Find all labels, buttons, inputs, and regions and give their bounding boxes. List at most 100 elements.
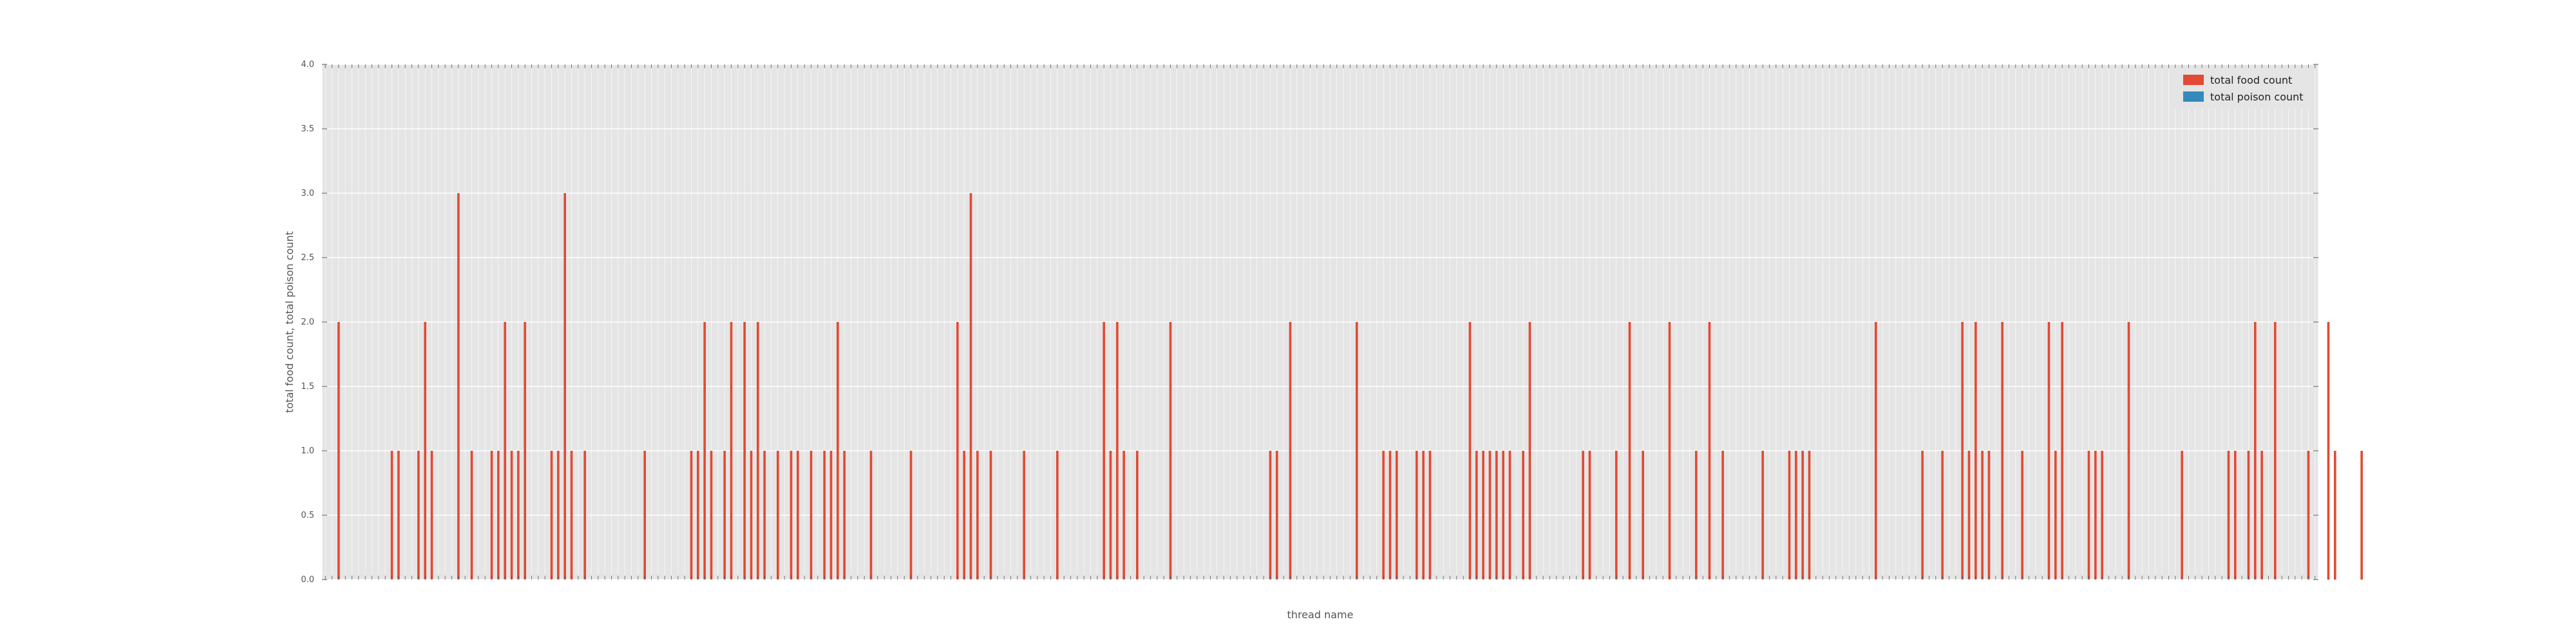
bar-food-count bbox=[1508, 451, 1511, 580]
legend-swatch-food bbox=[2183, 75, 2204, 85]
bar-food-count bbox=[963, 451, 965, 580]
bar-food-count bbox=[1588, 451, 1591, 580]
bar-food-count bbox=[1987, 451, 1991, 580]
bar-food-count bbox=[1695, 451, 1698, 580]
legend-label-poison: total poison count bbox=[2210, 91, 2304, 103]
bar-food-count bbox=[837, 322, 839, 580]
bar-food-count bbox=[517, 451, 520, 580]
bar-food-count bbox=[1396, 451, 1398, 580]
bar-food-count bbox=[690, 451, 693, 580]
bar-food-count bbox=[1103, 322, 1105, 580]
bar-food-count bbox=[1428, 451, 1432, 580]
bar-food-count bbox=[797, 451, 799, 580]
bar-food-count bbox=[1276, 451, 1278, 580]
bar-food-count bbox=[697, 451, 699, 580]
bar-food-count bbox=[1668, 322, 1671, 580]
bar-food-count bbox=[1475, 451, 1478, 580]
bar-food-count bbox=[710, 451, 713, 580]
bar-food-count bbox=[810, 451, 813, 580]
bar-food-count bbox=[1795, 451, 1797, 580]
bar-food-count bbox=[490, 451, 493, 580]
bar-food-count bbox=[564, 193, 566, 580]
bar-food-count bbox=[869, 451, 873, 580]
bar-food-count bbox=[2054, 451, 2057, 580]
bar-food-count bbox=[1528, 322, 1531, 580]
bar-food-count bbox=[2274, 322, 2277, 580]
bar-food-count bbox=[843, 451, 846, 580]
bar-food-count bbox=[1708, 322, 1711, 580]
bar-food-count bbox=[1116, 322, 1119, 580]
bar-food-count bbox=[2234, 451, 2237, 580]
y-axis-ticks: 0.0 0.5 1.0 1.5 2.0 2.5 3.0 3.5 4.0 bbox=[301, 60, 2318, 585]
bar-food-count bbox=[2094, 451, 2097, 580]
bar-food-count bbox=[2260, 451, 2263, 580]
y-tick-label: 3.0 bbox=[301, 189, 314, 198]
bar-food-count bbox=[1628, 322, 1631, 580]
bar-food-count bbox=[1801, 451, 1804, 580]
bar-food-count bbox=[1169, 322, 1172, 580]
bar-food-count bbox=[2087, 451, 2090, 580]
y-tick-label: 3.5 bbox=[301, 124, 314, 134]
bar-food-count bbox=[583, 451, 586, 580]
y-tick-label: 1.5 bbox=[301, 382, 314, 392]
bar-food-count bbox=[1023, 451, 1025, 580]
y-tick-label: 1.0 bbox=[301, 446, 314, 456]
bar-food-count bbox=[524, 322, 526, 580]
bar-food-count bbox=[1967, 451, 1971, 580]
bar-food-count bbox=[497, 451, 500, 580]
bar-food-count bbox=[757, 322, 759, 580]
bar-food-count bbox=[1761, 451, 1764, 580]
bar-food-count bbox=[1422, 451, 1425, 580]
y-tick-label: 0.0 bbox=[301, 575, 314, 585]
bar-food-count bbox=[1961, 322, 1964, 580]
bar-food-count bbox=[829, 451, 833, 580]
bars bbox=[337, 193, 2363, 580]
bar-food-count bbox=[1056, 451, 1059, 580]
bar-food-count bbox=[1941, 451, 1944, 580]
y-tick-label: 2.5 bbox=[301, 253, 314, 263]
bar-food-count bbox=[909, 451, 913, 580]
bar-food-count bbox=[550, 451, 553, 580]
bar-food-count bbox=[1488, 451, 1492, 580]
bar-food-count bbox=[510, 451, 513, 580]
bar-food-count bbox=[730, 322, 733, 580]
bar-food-count bbox=[956, 322, 959, 580]
bar-food-count bbox=[1482, 451, 1484, 580]
bar-food-count bbox=[2047, 322, 2050, 580]
bar-food-count bbox=[976, 451, 979, 580]
bar-food-count bbox=[763, 451, 766, 580]
bar-food-count bbox=[1269, 451, 1272, 580]
bar-food-count bbox=[2327, 322, 2330, 580]
bar-food-count bbox=[1975, 322, 1977, 580]
bar-food-count bbox=[1388, 451, 1392, 580]
bar-food-count bbox=[1522, 451, 1524, 580]
bar-food-count bbox=[1875, 322, 1877, 580]
bar-food-count bbox=[2307, 451, 2310, 580]
bar-food-count bbox=[1808, 451, 1811, 580]
bar-food-count bbox=[1582, 451, 1584, 580]
bar-food-count bbox=[1382, 451, 1385, 580]
bar-food-count bbox=[424, 322, 426, 580]
bar-food-count bbox=[2021, 451, 2023, 580]
legend-label-food: total food count bbox=[2210, 74, 2292, 86]
bar-food-count bbox=[743, 322, 746, 580]
bar-food-count bbox=[750, 451, 753, 580]
bar-food-count bbox=[1109, 451, 1112, 580]
bar-food-count bbox=[790, 451, 793, 580]
y-tick-label: 4.0 bbox=[301, 60, 314, 70]
bar-food-count bbox=[2254, 322, 2257, 580]
y-tick-label: 0.5 bbox=[301, 511, 314, 520]
bar-food-count bbox=[1416, 451, 1418, 580]
bar-food-count bbox=[2334, 451, 2336, 580]
bar-food-count bbox=[1921, 451, 1924, 580]
bar-food-count bbox=[1289, 322, 1292, 580]
bar-food-count bbox=[1356, 322, 1358, 580]
bar-food-count bbox=[457, 193, 460, 580]
bar-food-count bbox=[1615, 451, 1618, 580]
bar-food-count bbox=[470, 451, 473, 580]
bar-food-count bbox=[1721, 451, 1724, 580]
bar-food-count bbox=[2101, 451, 2103, 580]
bar-food-count bbox=[1642, 451, 1644, 580]
bar-food-count bbox=[1502, 451, 1504, 580]
